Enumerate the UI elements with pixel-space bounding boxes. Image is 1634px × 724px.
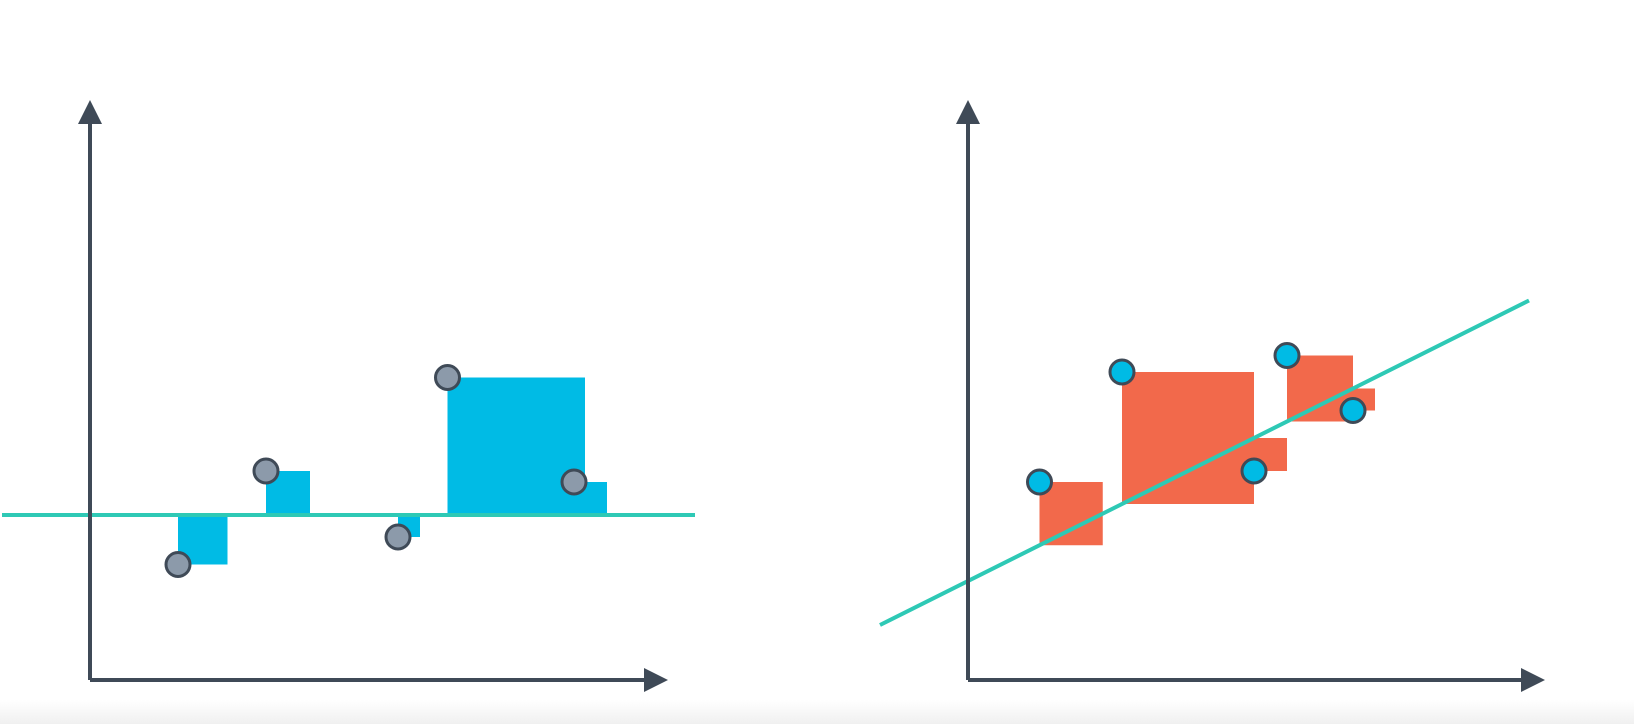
left-data-point-1	[164, 551, 192, 578]
right-data-points	[1026, 342, 1367, 496]
left-residual-square-4	[447, 377, 585, 515]
left-panel-horizontal-fit	[2, 100, 695, 692]
right-data-point-3	[1240, 457, 1268, 485]
right-data-point-1	[1026, 468, 1053, 496]
left-data-point-5	[560, 468, 588, 496]
left-y-arrow-icon	[78, 100, 102, 124]
right-x-arrow-icon	[1521, 668, 1545, 692]
left-axes	[78, 100, 668, 692]
right-data-point-4	[1273, 342, 1301, 369]
left-data-points	[164, 364, 588, 578]
right-fit-line	[879, 298, 1530, 627]
right-residual-square-1	[1039, 482, 1103, 546]
right-residual-squares	[1039, 355, 1375, 546]
right-y-arrow-icon	[956, 100, 980, 124]
right-data-point-2	[1108, 358, 1136, 386]
bottom-band	[0, 700, 1634, 724]
right-axes	[956, 100, 1545, 692]
left-data-point-4	[434, 364, 461, 391]
left-data-point-2	[252, 457, 280, 485]
left-data-point-3	[384, 523, 412, 551]
right-data-point-5	[1339, 397, 1367, 424]
left-x-arrow-icon	[644, 668, 668, 692]
right-residual-square-2	[1122, 372, 1254, 504]
